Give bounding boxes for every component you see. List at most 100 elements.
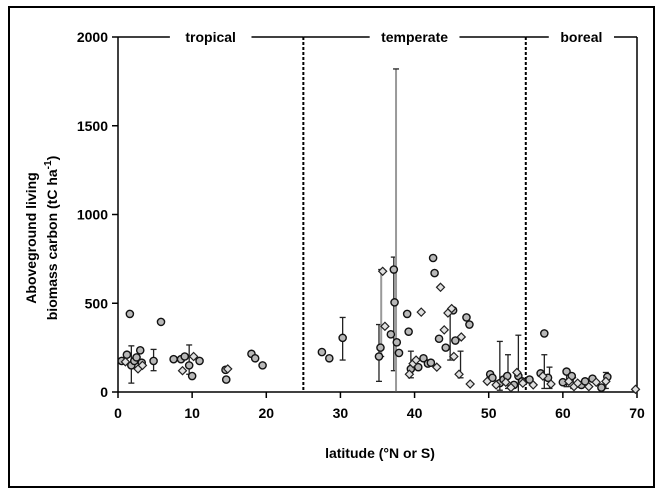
scatter-chart: tropical temperate boreal 0500100015002000…	[23, 29, 645, 461]
data-point-circle	[325, 353, 334, 363]
data-point-diamond	[583, 381, 594, 392]
data-point-circle	[195, 356, 204, 366]
y-tick-label: 1000	[77, 207, 108, 223]
data-point-circle	[149, 356, 158, 366]
axes	[112, 36, 638, 398]
data-point-diamond	[449, 351, 459, 362]
data-point-diamond	[377, 266, 388, 277]
data-point-circle	[338, 333, 347, 343]
data-point-circle	[122, 350, 132, 360]
data-point-diamond	[500, 377, 511, 388]
y-axis-title-line1: Aboveground living	[23, 172, 39, 303]
data-point-circle	[465, 320, 474, 329]
data-point-diamond	[177, 365, 188, 376]
x-tick-label: 30	[333, 405, 349, 421]
data-point-diamond	[435, 282, 446, 293]
data-point-circle	[250, 353, 260, 363]
x-tick-label: 50	[481, 405, 497, 421]
data-point-circle	[221, 375, 231, 384]
data-point-diamond	[446, 303, 457, 314]
y-axis-title-line2-main: biomass carbon (tC ha	[44, 169, 60, 320]
data-point-diamond	[506, 382, 516, 393]
x-tick-label: 0	[114, 405, 122, 421]
x-tick-label: 20	[258, 405, 274, 421]
data-point-diamond	[517, 378, 528, 388]
data-point-diamond	[601, 376, 611, 387]
data-point-circle	[374, 352, 384, 361]
data-point-circle	[462, 313, 471, 322]
data-point-circle	[392, 337, 402, 347]
data-point-circle	[402, 309, 412, 319]
data-point-circle	[180, 352, 190, 361]
data-point-diamond	[120, 356, 131, 367]
data-point-circle	[376, 343, 385, 352]
data-point-circle	[525, 375, 534, 384]
data-point-diamond	[491, 380, 501, 390]
y-tick-label: 500	[85, 295, 109, 311]
data-point-circle	[488, 373, 497, 383]
data-point-diamond	[411, 355, 421, 365]
data-point-diamond	[482, 376, 493, 387]
data-point-circle	[184, 361, 194, 370]
data-point-diamond	[439, 325, 450, 335]
data-point-circle	[317, 347, 327, 357]
data-point-circle	[125, 309, 135, 319]
data-point-diamond	[454, 369, 464, 380]
data-point-diamond	[137, 360, 148, 371]
data-points	[117, 253, 641, 395]
x-tick-label: 60	[555, 405, 571, 421]
data-point-circle	[386, 330, 396, 339]
data-point-circle	[540, 329, 549, 338]
data-point-circle	[390, 298, 399, 307]
data-point-circle	[580, 377, 590, 386]
data-point-diamond	[563, 376, 574, 387]
y-tick-label: 0	[100, 384, 108, 400]
zone-label: boreal	[560, 29, 602, 45]
data-point-diamond	[404, 369, 415, 380]
data-point-circle	[430, 268, 439, 278]
x-tick-label: 40	[407, 405, 423, 421]
chart-frame: tropical temperate boreal 0 500 1000 1500 2000…	[8, 6, 655, 488]
x-tick-label: 70	[629, 405, 645, 421]
y-axis-title-line2: biomass carbon (tC ha-1)	[43, 156, 60, 321]
tick-labels: 0 500 1000 1500 2000 0 10 20 30 40 50 60 70	[77, 29, 645, 421]
data-point-circle	[413, 362, 423, 372]
data-point-circle	[187, 371, 197, 381]
data-point-diamond	[222, 364, 233, 374]
y-tick-label: 1500	[77, 118, 108, 134]
data-point-circle	[135, 345, 145, 355]
x-axis-title: latitude (°N or S)	[325, 445, 435, 461]
data-point-diamond	[546, 379, 556, 389]
zone-label: temperate	[381, 29, 448, 45]
zone-label: tropical	[185, 29, 236, 45]
zone-labels: tropical temperate boreal	[118, 29, 637, 45]
data-point-circle	[258, 361, 267, 370]
data-point-circle	[419, 353, 428, 363]
x-tick-label: 10	[184, 405, 200, 421]
data-point-diamond	[512, 367, 522, 378]
data-point-circle	[441, 343, 451, 352]
data-point-circle	[132, 353, 141, 362]
data-point-diamond	[380, 321, 390, 332]
y-axis-title-close: )	[44, 156, 60, 161]
data-point-diamond	[416, 307, 427, 317]
data-point-circle	[426, 358, 436, 368]
data-point-circle	[597, 383, 606, 392]
y-axis-title: Aboveground living biomass carbon (tC ha…	[23, 156, 60, 321]
data-point-circle	[169, 354, 178, 364]
data-point-diamond	[630, 384, 641, 395]
data-point-diamond	[431, 362, 442, 372]
data-point-diamond	[465, 379, 476, 389]
error-bars	[128, 68, 609, 393]
data-point-diamond	[591, 377, 602, 388]
y-axis-title-superscript: -1	[43, 160, 54, 169]
data-point-circle	[394, 348, 404, 358]
data-point-circle	[434, 334, 444, 344]
data-point-circle	[389, 265, 399, 274]
y-tick-label: 2000	[77, 29, 108, 45]
data-point-diamond	[456, 332, 467, 342]
data-point-diamond	[188, 351, 199, 362]
data-point-diamond	[572, 378, 583, 388]
data-point-circle	[428, 253, 438, 263]
data-point-circle	[156, 317, 166, 327]
